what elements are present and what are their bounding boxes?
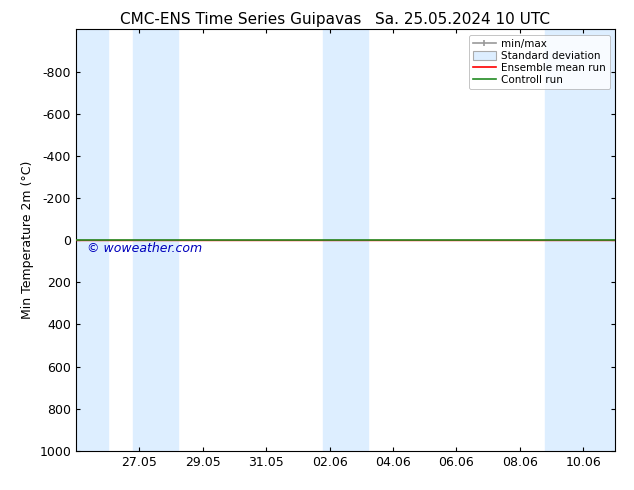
Bar [133, 29, 178, 451]
Text: © woweather.com: © woweather.com [87, 242, 202, 255]
Bar [76, 29, 108, 451]
Text: CMC-ENS Time Series Guipavas: CMC-ENS Time Series Guipavas [120, 12, 361, 27]
Y-axis label: Min Temperature 2m (°C): Min Temperature 2m (°C) [21, 161, 34, 319]
Bar [545, 29, 615, 451]
Bar [323, 29, 368, 451]
Text: Sa. 25.05.2024 10 UTC: Sa. 25.05.2024 10 UTC [375, 12, 550, 27]
Legend: min/max, Standard deviation, Ensemble mean run, Controll run: min/max, Standard deviation, Ensemble me… [469, 35, 610, 89]
